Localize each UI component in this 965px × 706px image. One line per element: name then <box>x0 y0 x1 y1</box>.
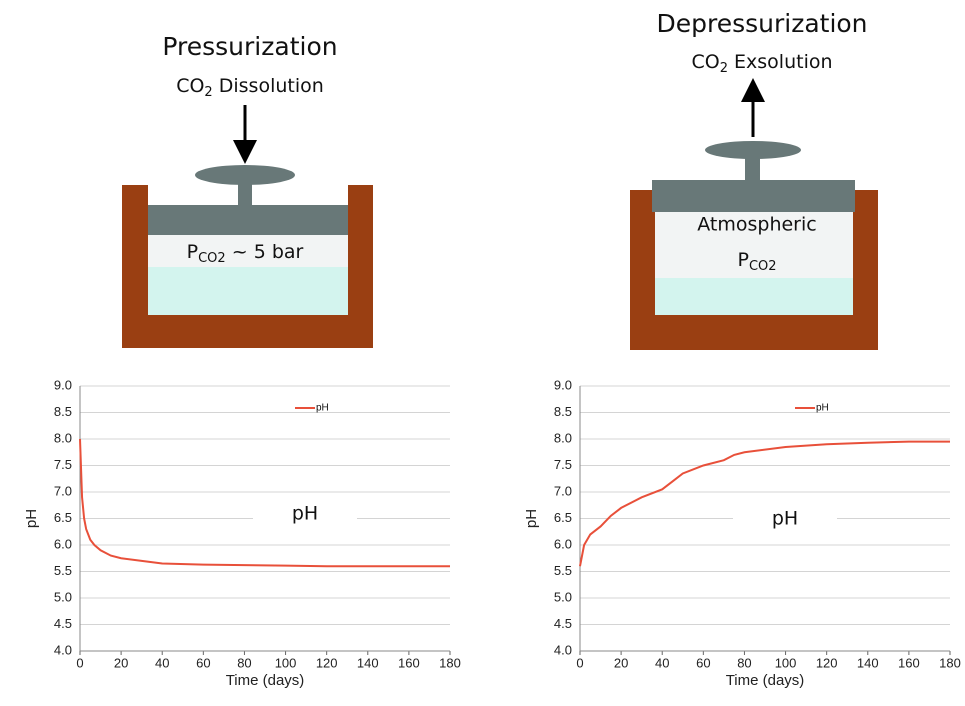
text: CO <box>176 75 204 97</box>
line-series <box>79 438 450 568</box>
diagram-subtitle: CO2 Dissolution <box>176 75 324 100</box>
base <box>630 315 878 350</box>
y-tick-label: 8.0 <box>554 430 572 445</box>
x-tick-label: 140 <box>357 655 379 670</box>
y-tick-label: 5.0 <box>54 589 72 604</box>
x-tick-label: 80 <box>237 655 251 670</box>
text: 2 <box>204 85 212 100</box>
x-tick-label: 180 <box>939 655 961 670</box>
y-tick-label: 6.5 <box>54 510 72 525</box>
y-tick-label: 7.5 <box>554 457 572 472</box>
x-tick-label: 180 <box>439 655 461 670</box>
y-tick-label: 7.0 <box>54 483 72 498</box>
x-tick-label: 60 <box>696 655 710 670</box>
charts: 4.0 4.5 5.0 5.5 6.0 6.5 7.0 7.5 8.0 8.5 9.0 0 20 40 60… <box>23 377 961 689</box>
pressure-label: PCO2 <box>737 249 776 274</box>
x-axis-label: Time (days) <box>226 672 305 689</box>
y-tick-label: 7.0 <box>554 483 572 498</box>
piston <box>652 180 855 212</box>
y-tick-label: 9.0 <box>554 377 572 392</box>
annotation: pH <box>292 503 318 525</box>
x-tick-label: 100 <box>775 655 797 670</box>
gas <box>148 235 348 267</box>
annotation-box <box>733 504 837 534</box>
text: P <box>737 249 748 271</box>
line-series <box>579 440 950 567</box>
y-tick-label: 4.5 <box>554 616 572 631</box>
y-tick-label: 8.5 <box>54 404 72 419</box>
y-tick-label: 4.0 <box>54 642 72 657</box>
x-tick-label: 120 <box>816 655 838 670</box>
x-tick-label: 100 <box>275 655 297 670</box>
text: 2 <box>720 61 728 76</box>
y-tick-label: 4.0 <box>554 642 572 657</box>
x-tick-label: 160 <box>398 655 420 670</box>
y-axis-label: pH <box>523 509 540 528</box>
x-tick-label: 140 <box>857 655 879 670</box>
piston <box>148 205 348 235</box>
y-tick-label: 5.5 <box>54 563 72 578</box>
x-tick-label: 40 <box>655 655 669 670</box>
annotation: pH <box>772 508 798 530</box>
y-tick-label: 7.5 <box>54 457 72 472</box>
pressure-label: Atmospheric <box>697 214 816 236</box>
text: P <box>187 241 198 263</box>
y-axis-label: pH <box>23 509 40 528</box>
text: CO <box>691 51 719 73</box>
cap <box>195 165 295 185</box>
y-tick-label: 4.5 <box>54 616 72 631</box>
text: Dissolution <box>213 75 324 97</box>
pressure-label: PCO2 ~ 5 bar <box>187 241 304 266</box>
base <box>122 315 373 348</box>
water <box>655 278 853 315</box>
x-tick-label: 60 <box>196 655 210 670</box>
text: Exsolution <box>728 51 833 73</box>
x-tick-label: 0 <box>576 655 583 670</box>
x-tick-label: 120 <box>316 655 338 670</box>
cap <box>705 141 801 159</box>
x-tick-label: 160 <box>898 655 920 670</box>
x-tick-label: 0 <box>76 655 83 670</box>
legend-label: pH <box>316 403 329 414</box>
diagram-subtitle: CO2 Exsolution <box>691 51 832 76</box>
stem <box>745 158 760 180</box>
x-tick-label: 20 <box>614 655 628 670</box>
x-tick-label: 20 <box>114 655 128 670</box>
annotation-box <box>253 499 357 529</box>
y-tick-label: 5.5 <box>554 563 572 578</box>
x-tick-label: 40 <box>155 655 169 670</box>
y-tick-label: 8.0 <box>54 430 72 445</box>
y-tick-label: 5.0 <box>554 589 572 604</box>
y-tick-label: 6.0 <box>54 536 72 551</box>
x-axis-label: Time (days) <box>726 672 805 689</box>
text: ~ 5 bar <box>226 241 304 263</box>
x-tick-label: 80 <box>737 655 751 670</box>
diagram-title: Depressurization <box>656 9 867 38</box>
y-tick-label: 9.0 <box>54 377 72 392</box>
diagram-title: Pressurization <box>162 32 337 61</box>
pressurization-diagram: Pressurization CO2 Dissolution PCO2 ~ 5 … <box>122 32 373 348</box>
water <box>148 267 348 315</box>
text: CO2 <box>198 251 226 266</box>
depressurization-diagram: Depressurization CO2 Exsolution Atmosphe… <box>630 9 878 350</box>
gas <box>655 212 853 278</box>
y-tick-label: 8.5 <box>554 404 572 419</box>
y-tick-label: 6.0 <box>554 536 572 551</box>
y-tick-label: 6.5 <box>554 510 572 525</box>
legend-label: pH <box>816 403 829 414</box>
text: CO2 <box>749 259 777 274</box>
